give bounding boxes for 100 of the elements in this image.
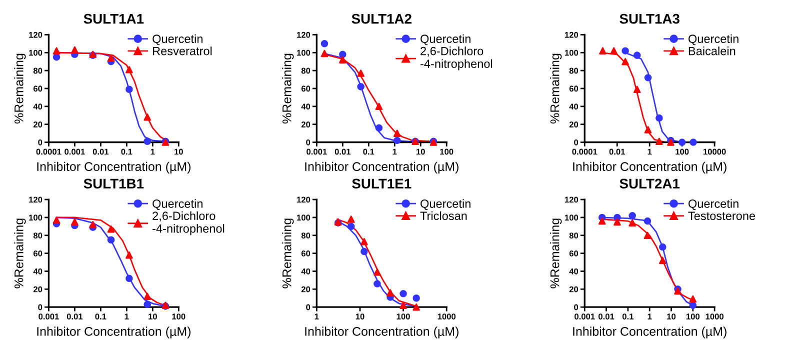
y-axis-title: %Remaining: [550, 218, 562, 288]
y-tick-label: 120: [29, 32, 42, 38]
x-tick-label: 0.001: [38, 314, 59, 320]
legend-label: Resveratrol: [153, 46, 212, 56]
y-tick-label: 40: [301, 268, 310, 274]
y-axis-title: %Remaining: [550, 54, 562, 124]
chart-title: SULT2A1: [620, 178, 680, 189]
y-tick-label: 40: [301, 104, 310, 110]
x-tick-label: 0.01: [598, 314, 614, 320]
y-tick-label: 120: [565, 196, 578, 203]
x-tick-label: 10: [667, 314, 676, 320]
y-tick-label: 40: [33, 104, 42, 110]
x-axis-title: Inhibitor Concentration (µM): [37, 162, 190, 174]
x-tick-label: 1000: [438, 314, 456, 320]
y-tick-label: 80: [569, 232, 578, 238]
x-tick-label: 10: [148, 314, 157, 320]
y-tick-label: 100: [565, 50, 578, 56]
legend-label: Quercetin: [420, 34, 470, 46]
x-tick-label: 1: [648, 314, 652, 320]
x-tick-label: 10: [356, 314, 364, 320]
y-tick-label: 100: [29, 214, 42, 221]
y-tick-label: 80: [301, 232, 310, 238]
y-tick-label: 100: [565, 214, 578, 221]
x-tick-label: 0.1: [121, 148, 132, 155]
y-tick-label: 20: [569, 122, 578, 128]
y-tick-label: 40: [569, 104, 578, 110]
legend-label: 2,6-Dichloro -4-nitrophenol: [152, 211, 224, 236]
x-axis-title: Inhibitor Concentration (µM): [305, 162, 458, 174]
chart-title: SULT1A1: [84, 14, 144, 24]
y-tick-label: 0: [306, 304, 310, 310]
x-axis-title: Inhibitor Concentration (µM): [573, 162, 726, 174]
y-tick-label: 120: [565, 32, 578, 38]
x-tick-label: 100: [396, 314, 410, 320]
x-tick-label: 100: [172, 314, 186, 320]
y-tick-label: 0: [306, 139, 310, 146]
x-tick-label: 1: [314, 314, 319, 320]
x-tick-label: 100: [686, 314, 700, 320]
chart-title: SULT1A2: [352, 14, 412, 24]
y-axis-title: %Remaining: [282, 218, 294, 288]
legend-label: Quercetin: [420, 199, 470, 210]
x-tick-label: 1: [150, 148, 155, 155]
legend-label: Quercetin: [152, 34, 202, 46]
x-tick-label: 100: [676, 148, 689, 155]
y-tick-label: 80: [33, 68, 42, 74]
chart-title: SULT1E1: [352, 178, 412, 189]
x-tick-label: 0.001: [64, 148, 85, 155]
x-tick-label: 0.01: [92, 148, 109, 155]
legend-label: Quercetin: [688, 199, 738, 210]
x-tick-label: 10: [174, 148, 183, 155]
x-tick-label: 100: [440, 148, 454, 155]
y-tick-label: 60: [301, 86, 310, 92]
y-tick-label: 0: [574, 304, 578, 310]
x-axis-title: Inhibitor Concentration (µM): [305, 326, 458, 338]
chart-title: SULT1B1: [84, 178, 144, 189]
x-tick-label: 1: [124, 314, 129, 320]
x-tick-label: 1000: [706, 314, 724, 320]
chart-title: SULT1A3: [620, 14, 680, 24]
y-tick-label: 100: [29, 50, 42, 56]
y-tick-label: 80: [569, 68, 578, 74]
y-tick-label: 20: [301, 122, 310, 128]
y-tick-label: 60: [569, 250, 578, 256]
y-tick-label: 0: [38, 304, 42, 310]
y-tick-label: 40: [569, 268, 578, 274]
x-tick-label: 0.1: [622, 314, 634, 320]
x-tick-label: 1: [392, 148, 397, 155]
y-tick-label: 120: [29, 196, 42, 203]
y-tick-label: 60: [34, 250, 42, 256]
x-tick-label: 0.1: [95, 314, 106, 320]
y-axis-title: %Remaining: [282, 54, 294, 124]
y-tick-label: 80: [33, 232, 42, 238]
legend-label: Quercetin: [688, 34, 738, 46]
y-tick-label: 60: [301, 250, 310, 256]
x-tick-label: 0.01: [334, 148, 351, 155]
y-tick-label: 20: [33, 122, 42, 128]
y-tick-label: 20: [301, 286, 310, 292]
y-tick-label: 40: [33, 268, 42, 274]
y-axis-title: %Remaining: [14, 54, 26, 124]
y-tick-label: 20: [569, 286, 578, 292]
legend-label: Testosterone: [688, 212, 756, 220]
x-tick-label: 0.01: [609, 148, 625, 155]
y-tick-label: 120: [297, 196, 310, 203]
y-tick-label: 80: [301, 68, 310, 74]
y-tick-label: 100: [297, 50, 310, 56]
y-tick-label: 0: [38, 139, 42, 146]
y-tick-label: 0: [574, 139, 578, 146]
x-tick-label: 0.0001: [572, 148, 598, 155]
x-tick-label: 0.001: [306, 148, 327, 155]
legend-label: Quercetin: [152, 199, 202, 210]
x-tick-label: 0.1: [363, 148, 374, 155]
y-tick-label: 120: [297, 32, 310, 38]
legend-label: Triclosan: [420, 211, 467, 220]
y-tick-label: 20: [33, 286, 42, 292]
y-tick-label: 60: [569, 86, 578, 92]
x-tick-label: 10000: [704, 148, 726, 155]
legend-label: Baicalein: [688, 46, 736, 56]
y-axis-title: %Remaining: [14, 218, 26, 288]
x-axis-title: Inhibitor Concentration (µM): [37, 326, 190, 338]
x-tick-label: 0.01: [66, 314, 83, 320]
x-tick-label: 10: [416, 148, 425, 155]
x-axis-title: Inhibitor Concentration (µM): [573, 326, 726, 338]
